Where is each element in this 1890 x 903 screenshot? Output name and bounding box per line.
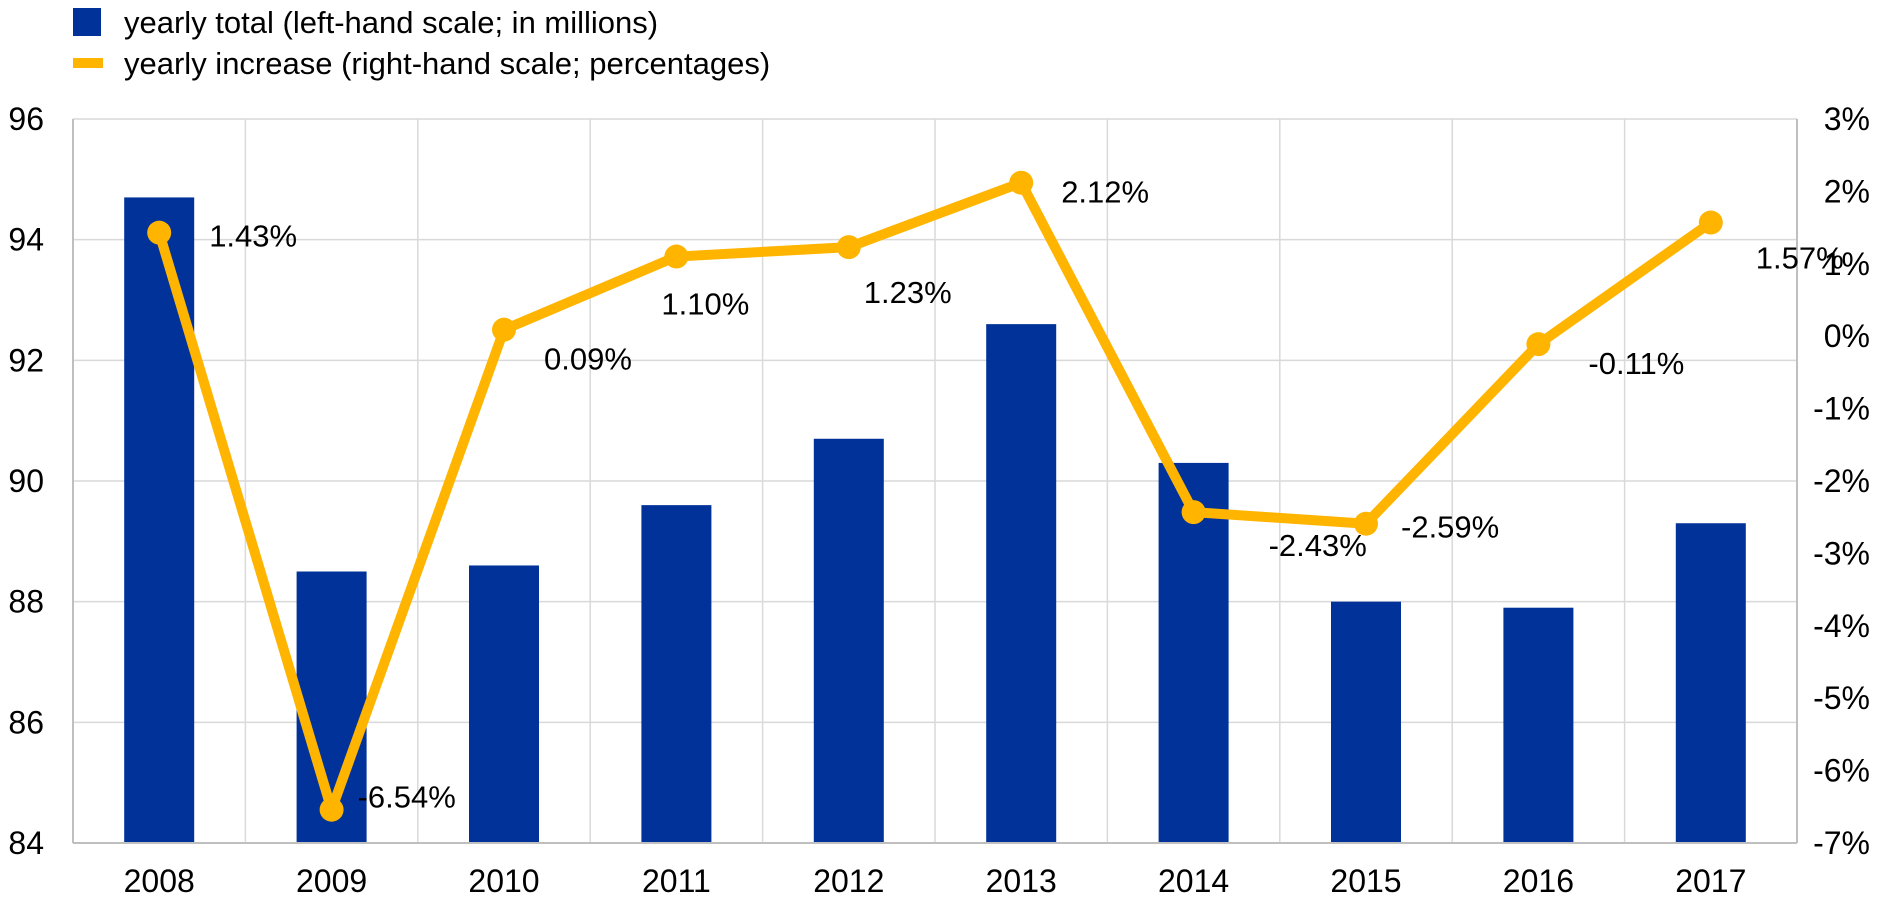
data-label: 2.12% [1061, 175, 1149, 210]
bar [1675, 523, 1746, 843]
line-path [154, 177, 1716, 815]
y-left-tick-label: 94 [8, 222, 44, 258]
data-label: -6.54% [358, 780, 456, 815]
x-tick-label: 2009 [296, 863, 367, 898]
y-left-tick-label: 92 [8, 342, 44, 378]
line-point [319, 797, 344, 822]
x-tick-label: 2010 [468, 863, 539, 898]
line-point [1009, 170, 1034, 195]
bar [1331, 601, 1401, 843]
bar [1503, 607, 1574, 843]
data-label: -2.43% [1269, 528, 1367, 563]
line-point [1181, 500, 1206, 525]
bar [469, 565, 539, 843]
legend-swatch-bar [73, 8, 101, 36]
bar [124, 197, 195, 843]
legend-label-bar: yearly total (left-hand scale; in millio… [124, 5, 658, 40]
line-point [836, 235, 861, 260]
line-point [1354, 511, 1378, 536]
x-tick-label: 2017 [1675, 863, 1746, 898]
y-right-tick-label: -5% [1813, 680, 1870, 716]
y-right-tick-label: 2% [1824, 173, 1870, 209]
data-label: -2.59% [1401, 510, 1499, 545]
y-left-tick-label: 86 [8, 704, 44, 740]
y-right-tick-label: 0% [1824, 318, 1870, 354]
legend: yearly total (left-hand scale; in millio… [73, 5, 770, 81]
bar [1158, 462, 1229, 843]
x-tick-label: 2016 [1503, 863, 1574, 898]
y-right-tick-label: 3% [1824, 101, 1870, 137]
legend-label-line: yearly increase (right-hand scale; perce… [124, 46, 770, 81]
y-left-tick-label: 84 [8, 825, 44, 861]
line-point [1526, 332, 1551, 357]
y-right-tick-label: -1% [1813, 391, 1870, 427]
data-label: -0.11% [1588, 346, 1684, 381]
line-series [147, 170, 1723, 822]
bar [813, 438, 884, 843]
x-tick-label: 2014 [1158, 863, 1229, 898]
data-label: 1.10% [661, 287, 749, 322]
data-label: 1.57% [1756, 241, 1844, 276]
y-right-tick-label: -3% [1813, 535, 1870, 571]
data-label: 0.09% [544, 342, 632, 377]
data-label: 1.43% [209, 219, 297, 254]
line-point [1698, 210, 1723, 235]
bar [986, 324, 1057, 844]
bar [641, 505, 712, 843]
y-right-tick-label: -6% [1813, 753, 1870, 789]
x-tick-label: 2015 [1330, 863, 1401, 898]
line-point [147, 220, 172, 245]
line-point [664, 244, 689, 269]
y-left-tick-label: 88 [8, 584, 44, 620]
y-right-tick-label: -2% [1813, 463, 1870, 499]
y-left-tick-label: 96 [8, 101, 44, 137]
data-label: 1.23% [864, 275, 952, 310]
y-left-tick-label: 90 [8, 463, 44, 499]
x-tick-label: 2013 [986, 863, 1057, 898]
x-tick-label: 2008 [124, 863, 195, 898]
y-right-tick-label: 1% [1824, 246, 1870, 282]
line-point [492, 317, 516, 342]
y-right-tick-label: -7% [1813, 825, 1870, 861]
legend-swatch-line [73, 58, 103, 68]
x-tick-label: 2011 [642, 863, 711, 898]
y-right-tick-label: -4% [1813, 608, 1870, 644]
axes: 84 86 88 90 92 94 96 -7% -6% -5% -4% -3% -2% -1% 0% 1% 2… [8, 101, 1870, 899]
x-tick-label: 2012 [813, 863, 884, 898]
data-labels: 1.43% -6.54% 0.09% 1.10% 1.23% 2.12% -2.43% -2.… [209, 175, 1844, 815]
